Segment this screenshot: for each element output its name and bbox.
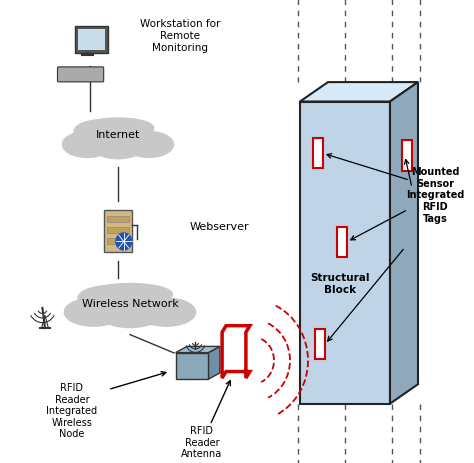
Text: Structural
Block: Structural Block (310, 272, 370, 294)
Ellipse shape (124, 132, 173, 158)
Text: RFID
Reader
Antenna: RFID Reader Antenna (182, 425, 223, 458)
Text: Webserver: Webserver (190, 221, 250, 231)
Ellipse shape (63, 132, 112, 158)
Ellipse shape (74, 120, 129, 144)
FancyBboxPatch shape (175, 353, 209, 379)
Ellipse shape (78, 286, 143, 311)
FancyBboxPatch shape (315, 330, 325, 360)
Text: Internet: Internet (96, 130, 140, 139)
Text: RFID
Reader
Integrated
Wireless
Node: RFID Reader Integrated Wireless Node (46, 382, 98, 438)
Circle shape (116, 233, 132, 250)
Polygon shape (300, 83, 418, 102)
Ellipse shape (64, 299, 123, 326)
FancyBboxPatch shape (402, 141, 412, 171)
Ellipse shape (94, 292, 166, 328)
FancyBboxPatch shape (107, 227, 129, 233)
FancyBboxPatch shape (75, 27, 108, 54)
Ellipse shape (88, 284, 172, 305)
Ellipse shape (82, 119, 154, 138)
Ellipse shape (88, 126, 148, 159)
Polygon shape (209, 347, 220, 379)
FancyBboxPatch shape (57, 68, 104, 83)
FancyBboxPatch shape (337, 227, 347, 257)
FancyBboxPatch shape (104, 210, 132, 253)
FancyBboxPatch shape (78, 30, 105, 51)
FancyBboxPatch shape (313, 139, 323, 169)
Polygon shape (42, 316, 48, 328)
FancyBboxPatch shape (107, 238, 129, 244)
Ellipse shape (105, 286, 170, 311)
Polygon shape (175, 347, 220, 353)
FancyBboxPatch shape (300, 102, 390, 404)
FancyBboxPatch shape (107, 216, 129, 223)
Text: Workstation for
Remote
Monitoring: Workstation for Remote Monitoring (140, 19, 220, 52)
Polygon shape (390, 83, 418, 404)
Ellipse shape (137, 299, 196, 326)
Ellipse shape (98, 120, 153, 144)
Text: Wireless Network: Wireless Network (82, 299, 178, 309)
Text: Mounted
Sensor
Integrated
RFID
Tags: Mounted Sensor Integrated RFID Tags (406, 167, 464, 223)
Polygon shape (222, 326, 250, 378)
